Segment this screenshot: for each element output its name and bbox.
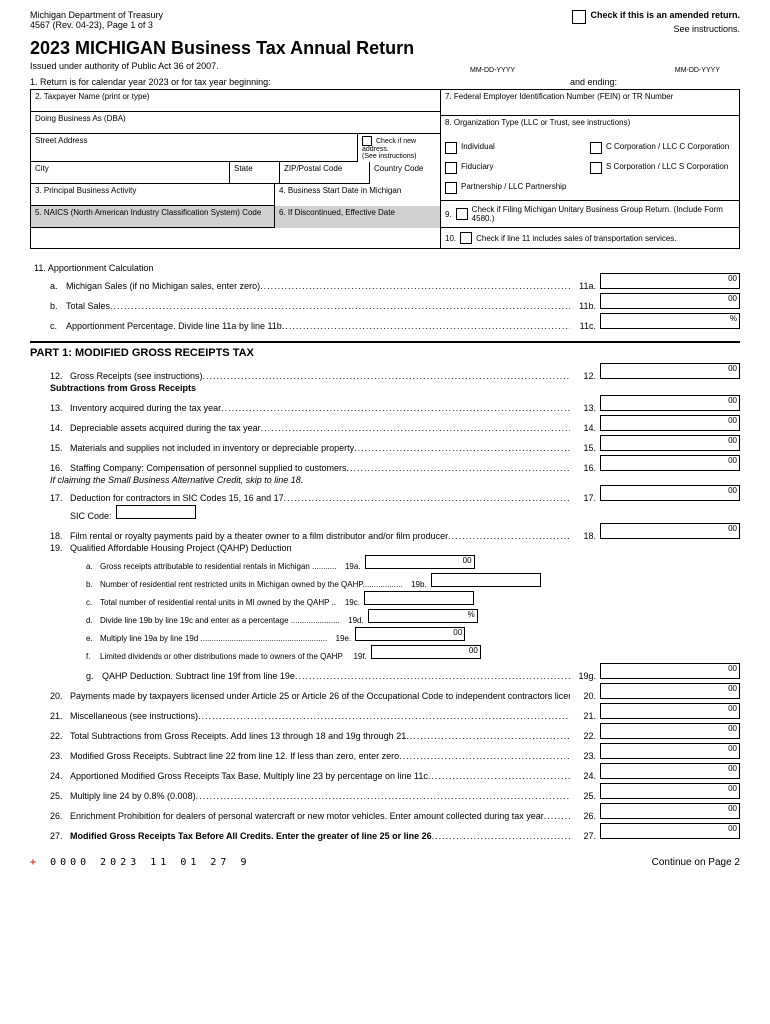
date-hint-1: MM-DD-YYYY xyxy=(470,67,515,74)
field-6-discontinued[interactable]: 6. If Discontinued, Effective Date xyxy=(275,206,440,228)
q10-row: 10.Check if line 11 includes sales of tr… xyxy=(441,228,739,248)
field-5-naics[interactable]: 5. NAICS (North American Industry Classi… xyxy=(31,206,275,228)
field-3-activity[interactable]: 3. Principal Business Activity xyxy=(31,184,275,206)
field-7-fein[interactable]: 7. Federal Employer Identification Numbe… xyxy=(441,90,739,116)
amended-label: Check if this is an amended return. xyxy=(590,10,740,21)
field-state[interactable]: State xyxy=(230,162,280,184)
cb-q9[interactable] xyxy=(456,208,468,220)
box-16[interactable]: 00 xyxy=(600,455,740,471)
box-13[interactable]: 00 xyxy=(600,395,740,411)
see-instructions: See instructions. xyxy=(572,24,740,34)
box-11b[interactable]: 00 xyxy=(600,293,740,309)
s11-title: 11. Apportionment Calculation xyxy=(30,263,740,273)
cb-ccorp[interactable] xyxy=(590,142,602,154)
ending-label: and ending: xyxy=(570,77,617,87)
header-top: Michigan Department of Treasury 4567 (Re… xyxy=(30,10,740,34)
box-19b[interactable] xyxy=(431,573,541,587)
section-11: 11. Apportionment Calculation a.Michigan… xyxy=(30,263,740,331)
new-address-checkbox[interactable] xyxy=(362,136,372,146)
field-dba[interactable]: Doing Business As (DBA) xyxy=(31,112,440,134)
field-zip[interactable]: ZIP/Postal Code xyxy=(280,162,370,184)
field-4-startdate[interactable]: 4. Business Start Date in Michigan xyxy=(275,184,440,206)
box-19f[interactable]: 00 xyxy=(371,645,481,659)
field-8-header: 8. Organization Type (LLC or Trust, see … xyxy=(441,116,739,138)
box-19a[interactable]: 00 xyxy=(365,555,475,569)
box-23[interactable]: 00 xyxy=(600,743,740,759)
amended-checkbox[interactable] xyxy=(572,10,586,24)
box-15[interactable]: 00 xyxy=(600,435,740,451)
cb-fiduciary[interactable] xyxy=(445,162,457,174)
taxpayer-grid: 2. Taxpayer Name (print or type) Doing B… xyxy=(30,89,740,249)
box-14[interactable]: 00 xyxy=(600,415,740,431)
part1-title: PART 1: MODIFIED GROSS RECEIPTS TAX xyxy=(30,347,740,359)
box-19d[interactable]: % xyxy=(368,609,478,623)
box-22[interactable]: 00 xyxy=(600,723,740,739)
note-17: If claiming the Small Business Alternati… xyxy=(50,475,740,485)
box-20[interactable]: 00 xyxy=(600,683,740,699)
box-17[interactable]: 00 xyxy=(600,485,740,501)
form-revision: 4567 (Rev. 04-23), Page 1 of 3 xyxy=(30,20,163,30)
box-18[interactable]: 00 xyxy=(600,523,740,539)
box-19e[interactable]: 00 xyxy=(355,627,465,641)
cb-q10[interactable] xyxy=(460,232,472,244)
box-11c[interactable]: % xyxy=(600,313,740,329)
sic-input[interactable] xyxy=(116,505,196,519)
page-footer: + 0000 2023 11 01 27 9 Continue on Page … xyxy=(30,857,740,868)
box-27[interactable]: 00 xyxy=(600,823,740,839)
new-address-cell: Check if new address.(See instructions) xyxy=(358,134,440,162)
field-city[interactable]: City xyxy=(31,162,230,184)
box-21[interactable]: 00 xyxy=(600,703,740,719)
cb-individual[interactable] xyxy=(445,142,457,154)
box-25[interactable]: 00 xyxy=(600,783,740,799)
box-24[interactable]: 00 xyxy=(600,763,740,779)
form-title: 2023 MICHIGAN Business Tax Annual Return xyxy=(30,38,740,59)
field-2-name[interactable]: 2. Taxpayer Name (print or type) xyxy=(31,90,440,112)
box-11a[interactable]: 00 xyxy=(600,273,740,289)
date-hint-2: MM-DD-YYYY xyxy=(675,67,720,74)
date-row: MM-DD-YYYY MM-DD-YYYY 1. Return is for c… xyxy=(30,77,740,87)
box-19g[interactable]: 00 xyxy=(600,663,740,679)
q9-row: 9.Check if Filing Michigan Unitary Busin… xyxy=(441,201,739,228)
amended-block: Check if this is an amended return. See … xyxy=(572,10,740,34)
cb-scorp[interactable] xyxy=(590,162,602,174)
form-subtitle: Issued under authority of Public Act 36 … xyxy=(30,61,740,71)
subtractions-header: Subtractions from Gross Receipts xyxy=(50,383,740,393)
cb-partnership[interactable] xyxy=(445,182,457,194)
part1-divider xyxy=(30,341,740,343)
box-26[interactable]: 00 xyxy=(600,803,740,819)
plus-icon: + xyxy=(30,857,40,868)
field-country[interactable]: Country Code xyxy=(370,162,440,184)
continue-label: Continue on Page 2 xyxy=(652,857,740,868)
box-12[interactable]: 00 xyxy=(600,363,740,379)
barcode-text: 0000 2023 11 01 27 9 xyxy=(50,857,250,868)
q1-label: 1. Return is for calendar year 2023 or f… xyxy=(30,77,430,87)
header-dept-block: Michigan Department of Treasury 4567 (Re… xyxy=(30,10,163,30)
dept-name: Michigan Department of Treasury xyxy=(30,10,163,20)
box-19c[interactable] xyxy=(364,591,474,605)
field-street[interactable]: Street Address xyxy=(31,134,358,162)
